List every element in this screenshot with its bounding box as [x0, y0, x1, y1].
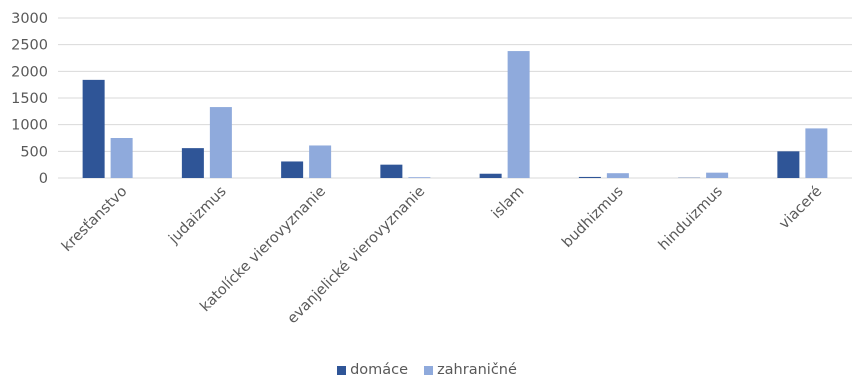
legend-swatch-zahranicne [424, 366, 433, 375]
bars [83, 51, 828, 178]
bar-zahranicne [111, 138, 133, 178]
x-category-label: hinduizmus [656, 184, 726, 254]
x-category-label: judaizmus [165, 184, 229, 248]
y-tick-label: 0 [39, 171, 48, 187]
y-tick-label: 2500 [11, 38, 48, 54]
bar-domace [380, 165, 402, 178]
bar-zahranicne [607, 173, 629, 178]
y-axis: 0 500 1000 1500 2000 2500 3000 [11, 11, 48, 187]
bar-domace [182, 148, 204, 178]
x-category-label: viaceré [776, 183, 825, 232]
bar-zahranicne [408, 177, 430, 178]
y-tick-label: 1500 [11, 91, 48, 107]
bar-zahranicne [706, 173, 728, 178]
y-tick-label: 2000 [11, 64, 48, 80]
x-category-label: kresťanstvo [59, 183, 130, 254]
legend: domáce zahraničné [0, 362, 854, 378]
bar-zahranicne [210, 107, 232, 178]
legend-item-domace: domáce [337, 362, 408, 378]
gridlines [58, 18, 852, 178]
bar-domace [777, 151, 799, 178]
y-tick-label: 3000 [11, 11, 48, 27]
y-tick-label: 1000 [11, 118, 48, 134]
bar-domace [480, 174, 502, 178]
bar-zahranicne [508, 51, 530, 178]
legend-swatch-domace [337, 366, 346, 375]
legend-label-zahranicne: zahraničné [437, 362, 517, 378]
legend-label-domace: domáce [350, 362, 408, 378]
bar-zahranicne [805, 128, 827, 178]
x-category-label: islam [489, 184, 528, 223]
legend-item-zahranicne: zahraničné [424, 362, 517, 378]
bar-domace [281, 161, 303, 178]
x-category-label: budhizmus [559, 184, 626, 251]
y-tick-label: 500 [20, 144, 48, 160]
bar-domace [83, 80, 105, 178]
bar-zahranicne [309, 145, 331, 178]
bar-domace [579, 177, 601, 178]
